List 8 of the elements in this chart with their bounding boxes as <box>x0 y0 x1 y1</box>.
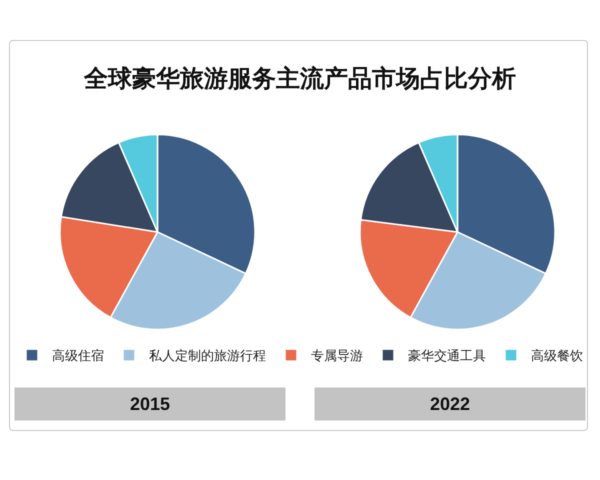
slice-label: 2015 <box>130 394 170 414</box>
legend-label: 专属导游 <box>311 348 363 364</box>
legend-label: 高级餐饮 <box>531 348 583 364</box>
legend-label: 私人定制的旅游行程 <box>149 348 266 364</box>
chart-title: 全球豪华旅游服务主流产品市场占比分析 <box>83 64 516 92</box>
slice-label: 2022 <box>430 394 470 414</box>
legend-label: 豪华交通工具 <box>408 348 486 364</box>
legend-label: 高级住宿 <box>52 348 104 364</box>
